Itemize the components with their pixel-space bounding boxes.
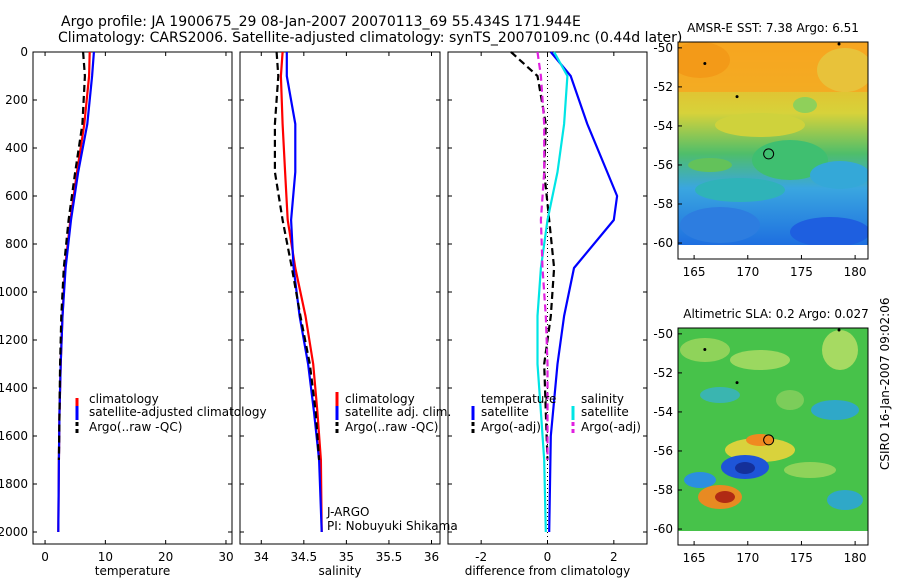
legend-label-satellite-adj: satellite adj. clim. [345,405,451,419]
x-axis-label: salinity [318,564,361,578]
map-x-tick-label: 165 [683,265,706,279]
map-x-tick-label: 175 [790,551,813,565]
x-tick-label: 20 [158,550,173,564]
legend-label-temp-satellite: satellite [481,405,529,419]
legend-label-sal-argo: Argo(-adj) [581,420,641,434]
figure-title-line-2: Climatology: CARS2006. Satellite-adjuste… [58,30,683,46]
temperature-axes-box [32,51,233,545]
x-tick-label: 10 [98,550,113,564]
map-y-tick-label: -60 [653,522,673,536]
y-tick-label: 600 [5,189,28,203]
island-speck [735,381,739,385]
y-tick-label: 1200 [0,333,28,347]
island-speck [703,61,707,65]
legend-label-temp-argo: Argo(-adj) [481,420,541,434]
pi-note-investigator: PI: Nobuyuki Shikama [327,519,458,533]
x-tick-label: 34 [254,550,269,564]
y-tick-label: 1800 [0,477,28,491]
series-line-satellite-adj-clim [285,52,323,533]
island-speck [837,328,841,332]
island-speck [735,95,739,99]
map-y-tick-label: -54 [653,119,673,133]
series-line-climatology [279,51,323,533]
map-y-tick-label: -50 [653,327,673,341]
map-x-tick-label: 170 [736,265,759,279]
x-tick-label: 2 [610,550,618,564]
y-tick-label: 800 [5,237,28,251]
island-speck [837,42,841,46]
map-axes-box [677,41,869,260]
salinity-axes-box [239,51,441,545]
y-tick-label: 1400 [0,381,28,395]
map-y-tick-label: -50 [653,41,673,55]
y-tick-label: 1600 [0,429,28,443]
series-line-argo-raw-qc [273,51,321,461]
argo-float-marker [763,148,775,160]
series-line-salinity-argo-adj [536,51,549,460]
x-tick-label: 36 [424,550,439,564]
map-x-tick-label: 180 [844,551,867,565]
y-tick-label: 0 [20,45,28,59]
sla-heatmap-image [678,328,868,531]
legend-label-argo: Argo(..raw -QC) [345,420,438,434]
legend-label-climatology: climatology [89,392,159,406]
map-y-tick-label: -58 [653,483,673,497]
map-x-tick-label: 170 [736,551,759,565]
map-y-tick-label: -52 [653,80,673,94]
map-x-tick-label: 180 [844,265,867,279]
x-axis-label: temperature [95,564,170,578]
x-axis-label: difference from climatology [465,564,631,578]
map-x-tick-label: 165 [683,551,706,565]
salinity-panel: 34 34.5 35 35.5 36 salinity climatology satel… [239,51,458,578]
series-line-satellite-adjusted-climatology [57,51,95,533]
sla-map-panel: Altimetric SLA: 0.2 Argo: 0.027 165 170 17… [653,307,868,565]
y-tick-label: 200 [5,93,28,107]
x-tick-label: 35 [339,550,354,564]
x-tick-label: -2 [475,550,487,564]
y-tick-label: 2000 [0,525,28,539]
x-tick-label: 35.5 [376,550,403,564]
legend-label-climatology: climatology [345,392,415,406]
sla-map-title: Altimetric SLA: 0.2 Argo: 0.027 [683,307,868,321]
figure-title-line-1: Argo profile: JA 1900675_29 08-Jan-2007 … [61,14,581,30]
legend-group-temperature: temperature [481,392,556,406]
map-y-tick-label: -60 [653,236,673,250]
map-y-tick-label: -56 [653,158,673,172]
legend-label-argo: Argo(..raw -QC) [89,420,182,434]
salinity-legend: climatology satellite adj. clim. Argo(..… [335,392,451,434]
x-tick-label: 30 [218,550,233,564]
sst-map-title: AMSR-E SST: 7.38 Argo: 6.51 [687,21,859,35]
x-tick-label: 0 [544,550,552,564]
map-y-tick-label: -56 [653,444,673,458]
difference-legend: temperature satellite Argo(-adj) salinit… [471,392,641,434]
x-tick-label: 0 [41,550,49,564]
map-y-tick-label: -52 [653,366,673,380]
series-line-temperature-satellite [548,51,619,533]
x-tick-label: 34.5 [290,550,317,564]
series-line-salinity-satellite [536,51,569,533]
sst-map-panel: AMSR-E SST: 7.38 Argo: 6.51 165 170 175 180… [653,21,869,279]
argo-float-marker [763,434,775,446]
difference-axes-box [447,51,648,545]
credit-stamp: CSIRO 16-Jan-2007 09:02:06 [878,298,892,470]
legend-label-satellite-adjusted: satellite-adjusted climatology [89,405,267,419]
legend-group-salinity: salinity [581,392,624,406]
island-speck [703,347,707,351]
pi-note-program: J-ARGO [326,505,369,519]
y-tick-label: 400 [5,141,28,155]
map-x-tick-label: 175 [790,265,813,279]
series-line-argo-raw-qc [57,51,87,461]
temperature-legend: climatology satellite-adjusted climatolo… [75,392,267,434]
legend-label-sal-satellite: satellite [581,405,629,419]
sst-heatmap-image [678,42,868,245]
temperature-panel: 0 10 20 30 temperature 0 200 400 600 800 1000 1200 1… [0,45,267,578]
map-axes-box [677,327,869,546]
y-tick-label: 1000 [0,285,28,299]
map-y-tick-label: -54 [653,405,673,419]
map-y-tick-label: -58 [653,197,673,211]
